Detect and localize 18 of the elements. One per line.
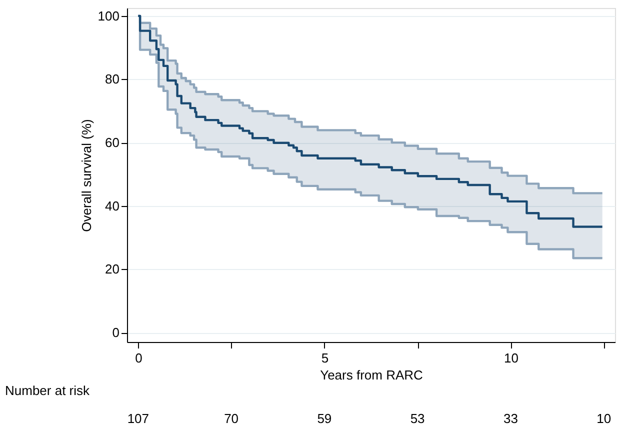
text: 59: [317, 411, 332, 426]
x-axis-title: Years from RARC: [320, 368, 423, 382]
text: 33: [503, 411, 518, 426]
y-tick-label: 40: [105, 198, 120, 214]
y-tick-label: 100: [98, 8, 120, 24]
y-tick-label: 60: [105, 135, 120, 150]
x-tick-label: 10: [504, 350, 518, 366]
text: 53: [410, 411, 425, 426]
y-tick-label: 80: [105, 72, 120, 87]
y-tick-label: 20: [105, 262, 120, 277]
x-tick-label: 0: [135, 350, 142, 366]
x-tick-label: 5: [321, 350, 329, 366]
text: Number at risk: [5, 383, 90, 398]
y-axis-title: Overall survival (%): [78, 119, 94, 232]
text: 107: [127, 411, 150, 426]
text: 70: [224, 411, 239, 426]
text: 10: [596, 411, 612, 426]
y-tick-label: 0: [112, 325, 120, 340]
